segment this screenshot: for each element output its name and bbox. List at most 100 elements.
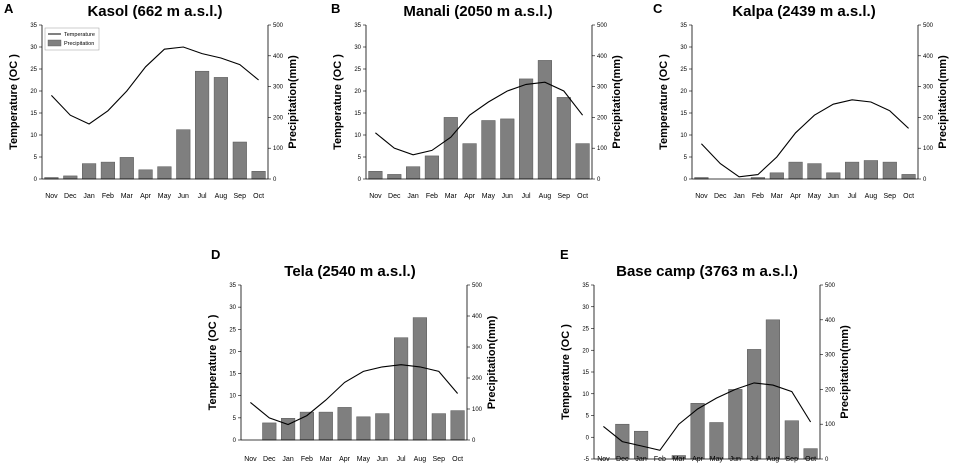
month-label: Jan — [733, 193, 744, 200]
y-axis-title: Temperature (OC ) — [560, 324, 572, 420]
precipitation-bar — [826, 172, 841, 180]
precipitation-bar — [406, 166, 421, 180]
right-tick-label: 300 — [825, 353, 836, 359]
chart-title: Manali (2050 m a.s.l.) — [403, 3, 552, 20]
right-tick-label: 0 — [472, 438, 476, 444]
month-label: Jul — [198, 193, 207, 200]
left-tick-label: 20 — [354, 89, 361, 95]
left-tick-label: 10 — [354, 133, 361, 139]
left-tick-label: 20 — [229, 349, 236, 355]
right-tick-label: 400 — [597, 54, 608, 60]
month-label: Mar — [121, 193, 134, 200]
right-tick-label: 100 — [597, 146, 608, 152]
month-label: May — [357, 456, 371, 463]
right-tick-label: 0 — [923, 177, 927, 183]
left-tick-label: 20 — [30, 89, 37, 95]
precipitation-bar — [262, 422, 277, 441]
right-tick-label: 200 — [597, 115, 608, 121]
precipitation-bar — [394, 337, 409, 441]
precipitation-bar — [765, 319, 780, 460]
left-tick-label: 20 — [680, 89, 687, 95]
precipitation-bar — [450, 410, 465, 441]
temperature-line — [250, 364, 459, 426]
precipitation-bar — [299, 411, 314, 441]
panel-b: B Manali (2050 m a.s.l.) 0 5 10 15 20 25 30 35 0 10… — [331, 1, 623, 200]
right-tick-label: 300 — [273, 85, 284, 91]
precipitation-bar — [119, 157, 134, 180]
right-tick-label: 500 — [923, 23, 934, 29]
temperature-line — [603, 382, 812, 451]
left-tick-label: 30 — [30, 45, 37, 51]
panel-letter: B — [331, 1, 340, 16]
y-axis-title: Temperature (OC ) — [332, 54, 344, 150]
month-label: Aug — [767, 456, 780, 463]
month-label: Nov — [695, 193, 708, 200]
month-label: Nov — [45, 193, 58, 200]
month-label: Feb — [102, 193, 114, 200]
right-tick-label: 300 — [472, 345, 483, 351]
month-label: Sep — [433, 456, 446, 463]
precipitation-bar — [882, 161, 897, 180]
left-tick-label: -5 — [584, 457, 590, 463]
left-tick-label: 35 — [582, 283, 589, 289]
precipitation-bar — [845, 161, 860, 180]
chart-title: Tela (2540 m a.s.l.) — [284, 263, 415, 280]
month-label: Apr — [140, 193, 152, 200]
precipitation-bar — [431, 413, 446, 441]
month-label: May — [710, 456, 724, 463]
month-label: Sep — [234, 193, 247, 200]
precipitation-bar — [424, 155, 439, 180]
month-label: Dec — [263, 456, 276, 463]
left-tick-label: 10 — [582, 392, 589, 398]
month-label: Oct — [903, 193, 914, 200]
left-tick-label: 5 — [34, 155, 38, 161]
precipitation-bar — [368, 171, 383, 180]
month-label: Jul — [522, 193, 531, 200]
left-tick-label: 30 — [354, 45, 361, 51]
right-tick-label: 400 — [825, 318, 836, 324]
left-tick-label: 0 — [684, 177, 688, 183]
month-label: Nov — [369, 193, 382, 200]
precipitation-bar — [356, 416, 371, 441]
month-label: May — [808, 193, 822, 200]
month-label: Apr — [464, 193, 476, 200]
right-tick-label: 200 — [273, 115, 284, 121]
right-tick-label: 500 — [472, 283, 483, 289]
left-tick-label: 15 — [229, 372, 236, 378]
precipitation-bar — [788, 161, 803, 180]
right-tick-label: 300 — [597, 85, 608, 91]
month-label: Mar — [445, 193, 458, 200]
precipitation-bar — [318, 411, 333, 441]
right-tick-label: 200 — [923, 115, 934, 121]
month-label: Jan — [282, 456, 293, 463]
month-label: Jun — [828, 193, 839, 200]
precipitation-bar — [82, 163, 97, 180]
right-tick-label: 500 — [825, 283, 836, 289]
precipitation-bar — [138, 169, 153, 180]
month-label: Dec — [388, 193, 401, 200]
panel-d: D Tela (2540 m a.s.l.) 0 5 10 15 20 25 30 35 0 100 2… — [207, 247, 498, 463]
month-label: Jan — [83, 193, 94, 200]
precipitation-bar — [575, 143, 590, 180]
left-tick-label: 25 — [680, 67, 687, 73]
temperature-line — [51, 46, 259, 125]
precipitation-bar — [100, 161, 115, 180]
month-label: Feb — [654, 456, 666, 463]
left-tick-label: 35 — [680, 23, 687, 29]
precipitation-bar — [807, 163, 822, 180]
right-tick-label: 300 — [923, 85, 934, 91]
precipitation-bar — [195, 70, 210, 180]
precipitation-bar — [556, 97, 571, 180]
left-tick-label: 10 — [229, 394, 236, 400]
precipitation-bar — [412, 317, 427, 441]
y-axis-title: Temperature (OC ) — [207, 314, 219, 410]
right-tick-label: 100 — [825, 422, 836, 428]
month-label: Sep — [558, 193, 571, 200]
month-label: Jul — [750, 456, 759, 463]
panel-c: C Kalpa (2439 m a.s.l.) 0 5 10 15 20 25 30 35 0 100… — [653, 1, 949, 200]
month-label: Feb — [301, 456, 313, 463]
month-label: Mar — [320, 456, 333, 463]
left-tick-label: 15 — [680, 111, 687, 117]
right-tick-label: 0 — [825, 457, 829, 463]
month-label: Apr — [339, 456, 351, 463]
